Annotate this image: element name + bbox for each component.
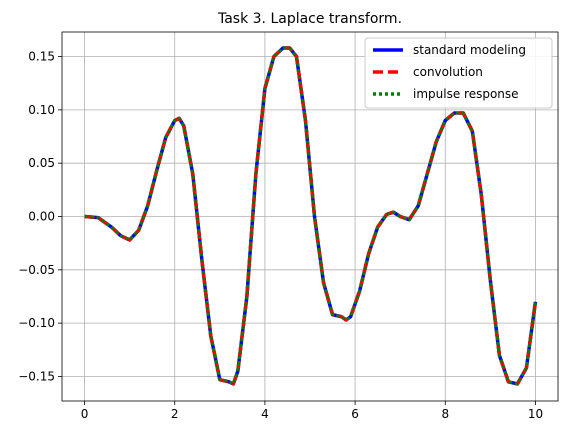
x-tick-label: 4 xyxy=(261,407,269,421)
x-tick-label: 10 xyxy=(528,407,543,421)
legend-box xyxy=(364,37,553,109)
series-lines xyxy=(84,46,538,386)
chart-title: Task 3. Laplace transform. xyxy=(217,11,402,27)
y-tick-label: 0.05 xyxy=(28,156,55,170)
y-tick-label: −0.05 xyxy=(18,263,55,277)
x-tick-label: 8 xyxy=(441,407,449,421)
y-tick-label: −0.15 xyxy=(18,369,55,383)
legend-label-impulse-response: impulse response xyxy=(413,87,519,101)
y-tick-label: 0.10 xyxy=(28,103,55,117)
x-tick-label: 6 xyxy=(351,407,359,421)
legend-label-convolution: convolution xyxy=(413,65,483,79)
y-tick-label: 0.15 xyxy=(28,50,55,64)
y-tick-label: −0.10 xyxy=(18,316,55,330)
legend: standard modeling convolution impulse re… xyxy=(364,37,553,109)
series-line-convolution xyxy=(84,46,538,386)
x-tick-label: 0 xyxy=(81,407,89,421)
y-tick-label: 0.00 xyxy=(28,210,55,224)
x-tick-label: 2 xyxy=(171,407,179,421)
legend-label-standard-modeling: standard modeling xyxy=(413,43,526,57)
axis-ticks: 0 2 4 6 8 10 −0.15 −0.10 −0.05 0.00 0.05 0.10 0.15 xyxy=(18,50,543,421)
